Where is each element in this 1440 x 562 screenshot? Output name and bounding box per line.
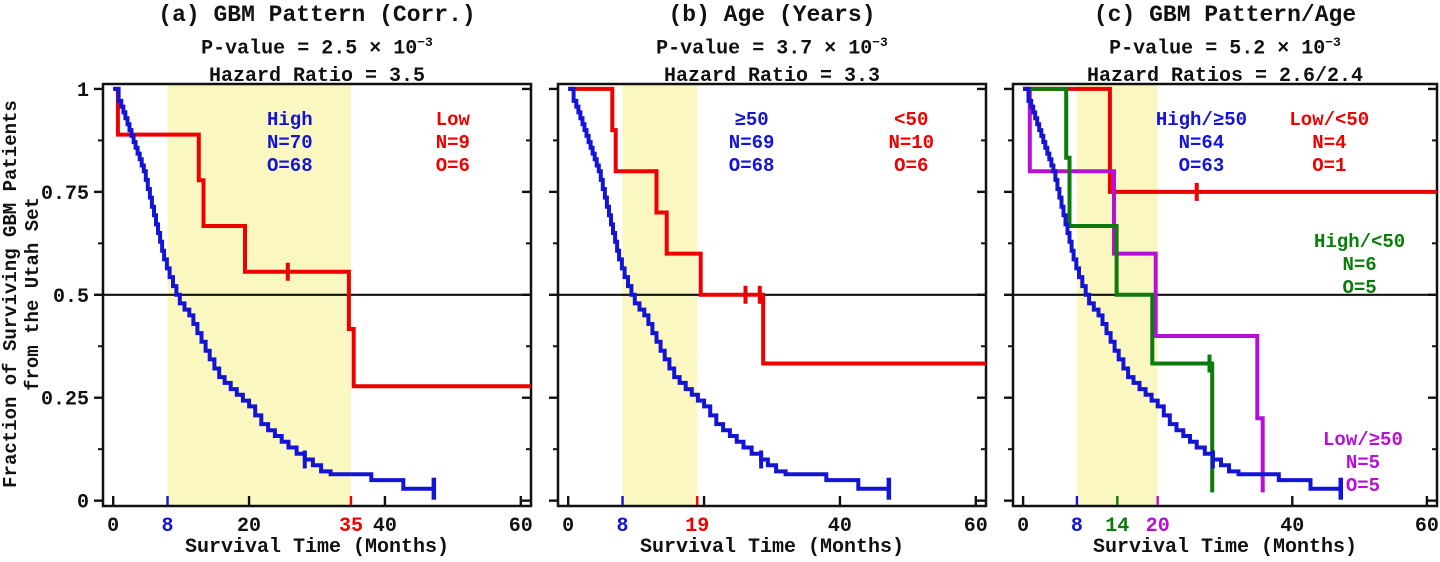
legend-line: Low/<50 xyxy=(1289,108,1370,131)
x-axis-label-a: Survival Time (Months) xyxy=(184,536,450,559)
x-tick-label: 60 xyxy=(509,515,533,538)
panel-b-title: (b) Age (Years) P-value = 3.7 × 10−3 Haz… xyxy=(558,2,986,90)
plot-frame xyxy=(101,82,533,508)
legend-line: O=6 xyxy=(435,154,470,177)
km-curve-<50 xyxy=(568,86,986,366)
y-tick-label: 0.75 xyxy=(41,183,89,206)
panel-b-heading: (b) Age (Years) xyxy=(668,2,876,28)
legend-High: High N=70 O=68 xyxy=(180,109,400,178)
legend-line: N=6 xyxy=(1342,253,1377,276)
legend-line: Low/≥50 xyxy=(1323,428,1403,451)
legend-High/≥50: High/≥50 N=64 O=63 xyxy=(1091,109,1311,178)
x-tick-label: 8 xyxy=(1071,515,1083,538)
legend-Low: Low N=9 O=6 xyxy=(343,109,563,178)
legend-High/<50: High/<50 N=6 O=5 xyxy=(1250,231,1440,300)
x-tick-label: 8 xyxy=(162,515,174,538)
km-curve-High/≥50 xyxy=(1023,86,1341,491)
legend-line: N=9 xyxy=(435,131,470,154)
y-axis-label: Fraction of Surviving GBM Patients from … xyxy=(0,34,46,554)
legend-line: N=64 xyxy=(1178,131,1225,154)
x-tick-label: 14 xyxy=(1105,515,1129,538)
legend-line: O=6 xyxy=(894,154,929,177)
highlight-band xyxy=(1076,85,1158,505)
legend-line: N=4 xyxy=(1312,131,1347,154)
panel-b-hazard: Hazard Ratio = 3.3 xyxy=(663,64,881,88)
legend-line: O=1 xyxy=(1312,154,1347,177)
x-tick-label: 60 xyxy=(1415,515,1439,538)
plot-frame xyxy=(556,82,988,508)
x-tick-label: 8 xyxy=(617,515,629,538)
legend-Low/<50: Low/<50 N=4 O=1 xyxy=(1219,109,1439,178)
x-tick-label: 40 xyxy=(828,515,852,538)
plot-area-a: 0 8 20 35 40 60 0 0.25 0.5 0.75 1 xyxy=(41,80,533,538)
panel-a-hazard: Hazard Ratio = 3.5 xyxy=(208,64,426,88)
y-tick-label: 1 xyxy=(77,80,89,103)
panel-c-hazard: Hazard Ratios = 2.6/2.4 xyxy=(1086,64,1364,88)
plot-area-b: 0 8 19 40 60 xyxy=(549,82,988,538)
x-tick-label: 0 xyxy=(1017,515,1029,538)
plot-area-c: 0 8 14 20 40 60 xyxy=(1004,82,1439,538)
y-axis-label-line2: from the Utah Set xyxy=(22,197,44,391)
x-tick-label: 0 xyxy=(107,515,119,538)
panel-a-title: (a) GBM Pattern (Corr.) P-value = 2.5 × … xyxy=(103,2,531,90)
y-tick-label: 0.5 xyxy=(53,286,89,309)
y-tick-label: 0 xyxy=(77,492,89,515)
panel-c-title: (c) GBM Pattern/Age P-value = 5.2 × 10−3… xyxy=(1013,2,1437,90)
y-axis-label-line1: Fraction of Surviving GBM Patients xyxy=(0,100,22,488)
legend-line: ≥50 xyxy=(734,108,769,131)
legend-line: High/<50 xyxy=(1313,230,1406,253)
legend-line: O=63 xyxy=(1178,154,1225,177)
legend-line: N=10 xyxy=(888,131,935,154)
legend-line: Low xyxy=(435,108,470,131)
x-axis-label-b: Survival Time (Months) xyxy=(639,536,905,559)
panel-c-pvalue: P-value = 5.2 × 10−3 xyxy=(1109,35,1341,61)
km-curve-Low/<50 xyxy=(1023,86,1437,194)
legend-line: N=69 xyxy=(728,131,775,154)
km-curve-High xyxy=(113,86,434,491)
legend-line: O=68 xyxy=(267,154,313,177)
x-tick-label: 35 xyxy=(339,515,363,538)
panel-a-heading: (a) GBM Pattern (Corr.) xyxy=(158,2,476,28)
legend-≥50: ≥50 N=69 O=68 xyxy=(642,109,862,178)
x-tick-label: 40 xyxy=(373,515,397,538)
x-tick-label: 40 xyxy=(1280,515,1304,538)
highlight-band xyxy=(167,85,351,505)
km-curve-Low xyxy=(113,86,531,389)
km-curve-Low/≥50 xyxy=(1023,86,1265,493)
km-curve-High/<50 xyxy=(1023,86,1215,493)
legend-line: High/≥50 xyxy=(1155,108,1248,131)
legend-line: O=5 xyxy=(1342,276,1377,299)
x-axis-label-c: Survival Time (Months) xyxy=(1092,536,1358,559)
legend-<50: <50 N=10 O=6 xyxy=(801,109,1021,178)
panel-b-pvalue: P-value = 3.7 × 10−3 xyxy=(656,35,888,61)
legend-line: N=5 xyxy=(1345,451,1381,474)
panel-a-pvalue: P-value = 2.5 × 10−3 xyxy=(201,35,433,61)
km-curve-≥50 xyxy=(568,86,889,491)
legend-line: <50 xyxy=(894,108,929,131)
legend-line: O=68 xyxy=(728,154,775,177)
legend-line: N=70 xyxy=(267,131,313,154)
panel-c-heading: (c) GBM Pattern/Age xyxy=(1093,2,1357,28)
x-tick-label: 20 xyxy=(237,515,261,538)
y-tick-label: 0.25 xyxy=(41,389,89,412)
x-tick-label: 20 xyxy=(1146,515,1170,538)
legend-line: High xyxy=(267,108,313,131)
x-tick-label: 0 xyxy=(562,515,574,538)
legend-Low/≥50: Low/≥50 N=5 O=5 xyxy=(1253,429,1440,498)
x-tick-label: 60 xyxy=(964,515,988,538)
plot-frame xyxy=(1011,82,1439,508)
highlight-band xyxy=(622,85,698,505)
x-tick-label: 19 xyxy=(685,515,709,538)
legend-line: O=5 xyxy=(1345,474,1381,497)
